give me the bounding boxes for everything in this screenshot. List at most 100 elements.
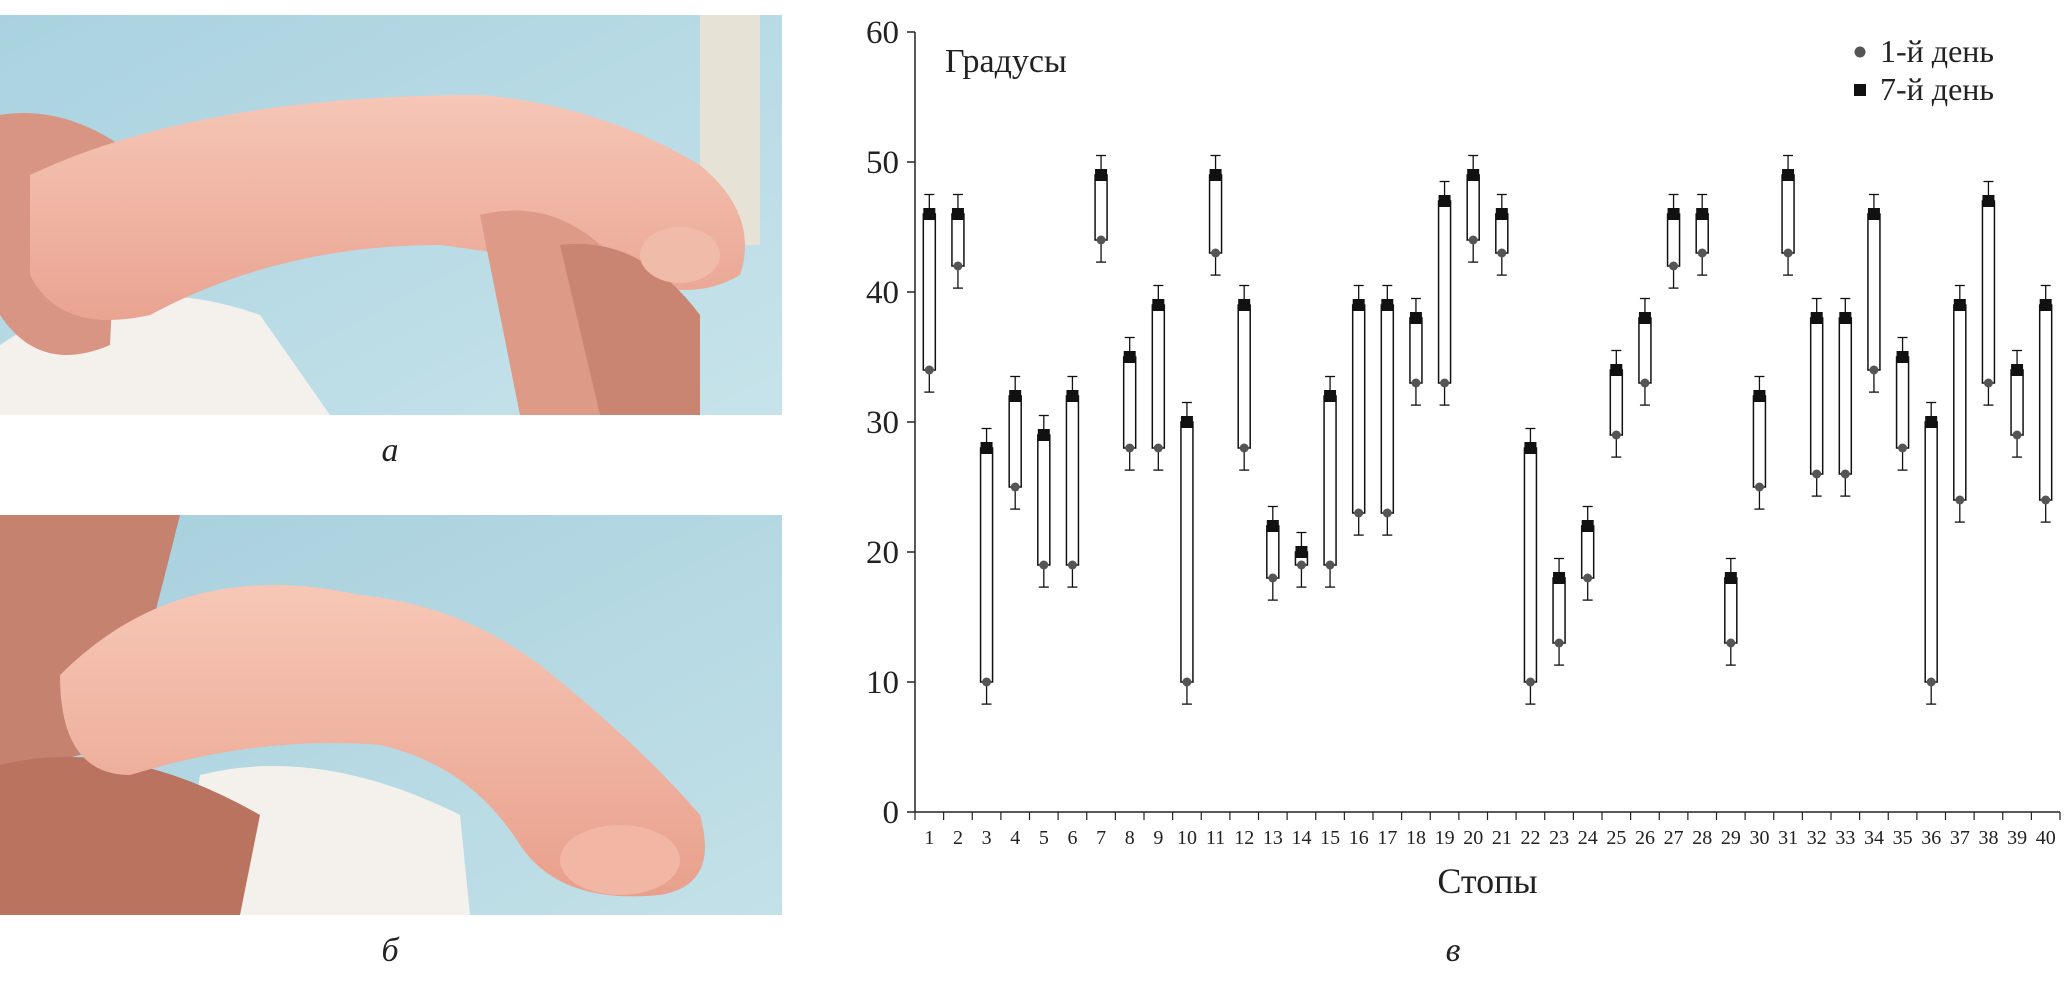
x-tick-label: 15 [1320,827,1340,849]
y-tick-label: 10 [866,665,899,701]
range-box [2010,369,2024,436]
x-tick-label: 10 [1177,827,1197,849]
point-day7 [951,208,964,220]
point-day1 [982,677,992,687]
range-box [1523,447,1538,683]
x-tick-label: 21 [1492,827,1512,849]
x-tick-label: 2 [953,827,963,849]
x-tick-label: 37 [1950,827,1970,849]
point-day7 [1667,208,1680,220]
y-tick-label: 20 [866,535,899,571]
range-box [2038,304,2053,501]
x-tick-label: 1 [924,827,934,849]
point-day7 [1724,572,1737,584]
point-day7 [1037,429,1050,441]
point-day7 [1581,520,1594,532]
point-day7 [1409,312,1422,324]
x-tick-label: 13 [1263,827,1283,849]
point-day7 [1839,312,1852,324]
point-day1 [1067,560,1077,570]
range-box [1065,395,1080,566]
point-day1 [1153,443,1163,453]
x-tick-label: 25 [1606,827,1626,849]
range-box [1867,213,1881,371]
x-tick-label: 30 [1749,827,1769,849]
x-tick-label: 28 [1692,827,1712,849]
point-day7 [2039,299,2052,311]
x-tick-label: 4 [1010,827,1020,849]
range-box [1151,304,1166,449]
point-day1 [953,261,963,271]
range-box [1609,369,1624,436]
point-day1 [1898,443,1908,453]
range-box [1638,317,1652,384]
point-day1 [1211,248,1221,258]
point-day7 [980,442,993,454]
range-box [1094,174,1108,241]
point-day1 [1983,378,1993,388]
x-tick-label: 8 [1125,827,1135,849]
point-day7 [1495,208,1508,220]
x-tick-label: 36 [1921,827,1941,849]
point-day1 [2041,495,2051,505]
x-tick-label: 35 [1893,827,1913,849]
x-tick-label: 18 [1406,827,1426,849]
x-tick-label: 3 [982,827,992,849]
range-box [1981,200,1996,384]
x-tick-label: 6 [1067,827,1077,849]
y-tick-label: 50 [866,145,899,181]
x-tick-label: 12 [1234,827,1254,849]
point-day7 [1209,169,1222,181]
point-day1 [1468,235,1478,245]
x-tick-label: 38 [1978,827,1998,849]
range-box [1809,317,1824,475]
range-box [1208,174,1223,254]
point-day1 [1697,248,1707,258]
x-tick-label: 7 [1096,827,1106,849]
range-box [1180,421,1194,683]
x-tick-label: 27 [1664,827,1684,849]
point-day1 [1812,469,1822,479]
point-day1 [2012,430,2022,440]
x-tick-label: 22 [1520,827,1540,849]
range-box [1838,317,1853,475]
point-day7 [1095,169,1108,181]
x-tick-label: 19 [1435,827,1455,849]
point-day1 [1382,508,1392,518]
range-box [1237,304,1251,449]
point-day7 [1925,416,1938,428]
range-box [1323,395,1337,566]
caption-a: а [381,432,399,469]
point-day7 [1152,299,1165,311]
point-day1 [1182,677,1192,687]
point-day7 [1524,442,1537,454]
point-day1 [1325,560,1335,570]
range-box [1580,525,1595,579]
range-box [1895,356,1910,449]
point-day7 [1982,195,1995,207]
x-tick-label: 17 [1377,827,1397,849]
point-day7 [1324,390,1337,402]
point-day1 [1554,638,1564,648]
point-day1 [1583,573,1593,583]
point-day7 [1438,195,1451,207]
point-day7 [1553,572,1566,584]
y-tick-label: 0 [883,795,900,831]
photo-foot-a [0,15,782,415]
y-tick-label: 30 [866,405,899,441]
point-day1 [1096,235,1106,245]
point-day1 [924,365,934,375]
point-day7 [1810,312,1823,324]
point-day1 [1726,638,1736,648]
point-day7 [1266,520,1279,532]
point-day7 [1123,351,1136,363]
legend-label-day7: 7-й день [1880,71,1994,107]
range-box [1466,174,1480,241]
point-day1 [1926,677,1936,687]
point-day7 [1066,390,1079,402]
point-day7 [1867,208,1880,220]
range-box [979,447,994,683]
y-tick-label: 60 [866,15,899,51]
x-tick-label: 24 [1578,827,1598,849]
range-box [1351,304,1366,514]
